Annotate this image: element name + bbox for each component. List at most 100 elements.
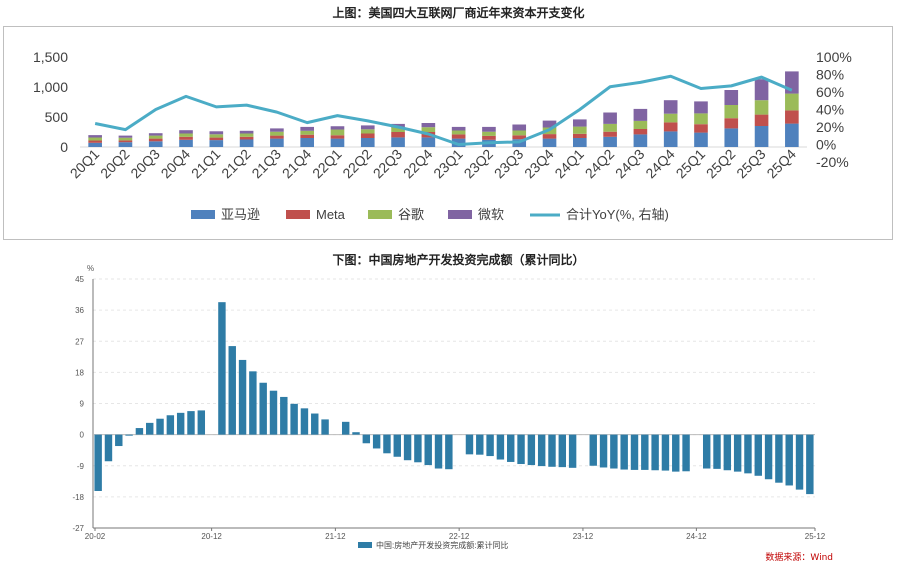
bar-Meta-21Q4 (300, 134, 315, 138)
bar-Meta-24Q4 (663, 122, 678, 132)
bar-谷歌-21Q1 (209, 134, 224, 138)
y-unit-label: % (87, 264, 94, 273)
bar-Meta-25Q1 (694, 124, 708, 133)
y-tick-label: -27 (72, 524, 84, 533)
chart1-panel: 0 500 1,000 1,500 -20% 0% 20% 40% 60% 80% 100% 20Q1… (3, 26, 893, 240)
bar-谷歌-23Q3 (512, 130, 527, 136)
bar-37 (476, 434, 484, 455)
y-tick-label: -9 (77, 462, 85, 471)
bar-38 (486, 434, 494, 457)
bar-Meta-25Q4 (785, 110, 799, 124)
yoy-line (94, 74, 793, 146)
bar-68 (795, 434, 804, 490)
bar-12 (218, 302, 226, 435)
bar-亚马逊-21Q4 (300, 138, 315, 147)
legend-swatch-谷歌 (368, 210, 392, 219)
bar-22 (321, 419, 329, 435)
bar-69 (806, 434, 814, 495)
y-left-tick-label: 1,500 (33, 49, 68, 65)
bar-3 (125, 434, 133, 436)
bar-39 (496, 434, 505, 460)
legend-label: 合计YoY(%, 右轴) (566, 207, 669, 222)
bar-43 (537, 434, 546, 467)
bar-57 (682, 434, 690, 472)
bar-14 (238, 359, 247, 435)
bar-36 (465, 434, 474, 455)
y-tick-label: 9 (80, 400, 85, 409)
y-tick-label: 45 (75, 275, 84, 284)
bar-Meta-22Q3 (391, 132, 405, 138)
bar-33 (434, 434, 443, 469)
legend-swatch-微软 (448, 210, 472, 219)
bar-25 (352, 432, 360, 435)
legend-label: Meta (316, 207, 346, 222)
bar-谷歌-23Q1 (451, 130, 466, 135)
bar-1 (104, 434, 113, 462)
bar-7 (166, 415, 175, 435)
bar-微软-23Q4 (542, 120, 557, 128)
bar-Meta-21Q3 (270, 135, 284, 139)
y-right-tick-label: 60% (816, 84, 844, 100)
bar-21 (311, 413, 319, 435)
bar-谷歌-24Q1 (572, 126, 587, 134)
bar-48 (589, 434, 597, 466)
bar-亚马逊-25Q2 (724, 128, 739, 147)
y-right-tick-label: 100% (816, 49, 852, 65)
legend-label: 中国:房地产开发投资完成额:累计同比 (376, 540, 508, 550)
bar-微软-24Q1 (572, 119, 587, 127)
x-tick-label: 20-02 (85, 532, 106, 541)
bar-微软-22Q1 (330, 126, 345, 130)
bar-亚马逊-25Q3 (754, 126, 769, 147)
bar-亚马逊-24Q1 (572, 138, 587, 147)
bar-Meta-22Q2 (360, 133, 375, 138)
bar-54 (651, 434, 659, 471)
x-tick-label: 25-12 (805, 532, 826, 541)
bar-Meta-24Q3 (633, 129, 648, 135)
bar-微软-24Q3 (633, 108, 648, 121)
bar-56 (672, 434, 680, 472)
bar-谷歌-20Q4 (179, 133, 193, 137)
bar-Meta-23Q4 (542, 134, 557, 139)
bar-51 (620, 434, 628, 470)
y-right-tick-label: 80% (816, 67, 844, 83)
legend-label: 亚马逊 (221, 207, 260, 222)
bar-42 (527, 434, 536, 466)
bar-27 (372, 434, 381, 449)
bar-谷歌-20Q2 (118, 137, 133, 141)
bar-亚马逊-22Q2 (360, 138, 375, 147)
bar-谷歌-23Q2 (482, 131, 496, 136)
bar-微软-21Q3 (270, 128, 284, 132)
y-tick-label: 0 (80, 431, 85, 440)
chart1-title: 上图：美国四大互联网厂商近年来资本开支变化 (332, 6, 585, 20)
bar-微软-22Q2 (360, 125, 375, 130)
legend-label: 微软 (478, 207, 504, 222)
bar-30 (403, 434, 412, 461)
bar-0 (94, 434, 102, 491)
bar-微软-20Q2 (118, 135, 133, 138)
bar-亚马逊-22Q1 (330, 138, 345, 147)
bar-4 (135, 428, 144, 435)
bar-微软-25Q3 (754, 79, 769, 101)
bar-2 (115, 434, 123, 447)
bar-谷歌-21Q2 (239, 133, 254, 137)
bar-8 (176, 412, 185, 435)
bar-26 (362, 434, 371, 444)
bar-谷歌-24Q4 (663, 113, 678, 123)
bar-亚马逊-21Q3 (270, 138, 284, 147)
bar-亚马逊-22Q4 (421, 137, 436, 147)
bar-28 (383, 434, 391, 454)
bar-微软-23Q3 (512, 124, 527, 131)
legend-swatch-亚马逊 (191, 210, 215, 219)
y-tick-label: 27 (75, 337, 84, 346)
y-left-tick-label: 500 (45, 109, 69, 125)
bar-谷歌-25Q1 (694, 113, 708, 125)
legend-label: 谷歌 (398, 207, 424, 222)
bar-亚马逊-23Q1 (451, 138, 466, 147)
bar-谷歌-21Q3 (270, 131, 284, 136)
bar-微软-22Q4 (421, 123, 436, 128)
bar-Meta-20Q1 (88, 140, 102, 143)
bar-亚马逊-21Q1 (209, 140, 224, 147)
bar-微软-23Q2 (482, 126, 496, 132)
bar-67 (785, 434, 793, 486)
